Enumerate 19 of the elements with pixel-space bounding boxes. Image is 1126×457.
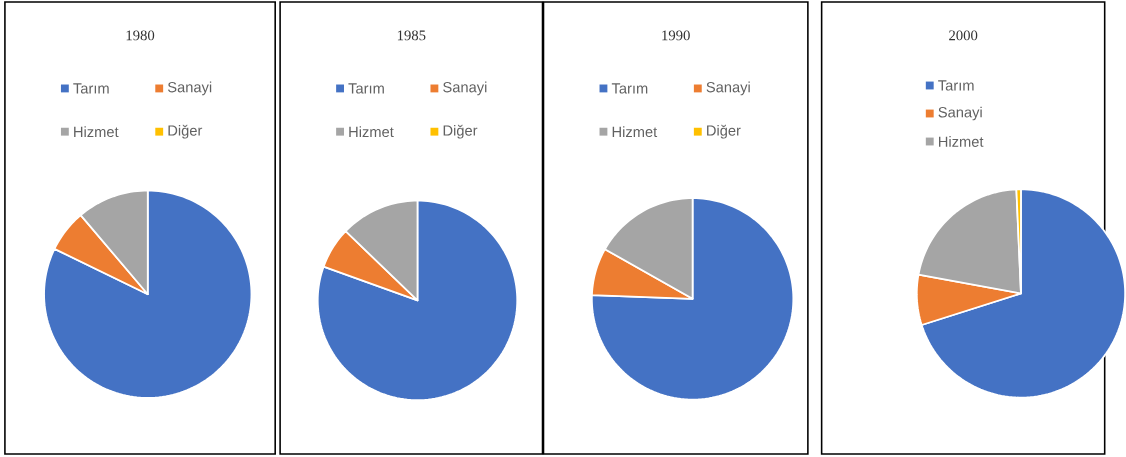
chart-title: 1985 [397,30,426,41]
legend-label: Hizmet [939,136,984,147]
legend-label: Sanayi [706,81,750,96]
legend-label: Sanayi [167,81,212,96]
legend-label: Hizmet [612,126,658,138]
legend-label: Hizmet [349,126,394,138]
legend-label: Hizmet [74,126,119,138]
legend-label: Tarım [73,83,109,94]
legend-label: Sanayi [443,81,487,96]
chart-title: 2000 [949,30,978,41]
legend-label: Tarım [348,83,384,94]
legend-label: Diğer [707,124,741,139]
chart-title: 1990 [662,30,690,41]
legend-label: Tarım [938,80,974,91]
chart-title: 1980 [126,30,155,41]
legend-label: Tarım [611,83,648,94]
legend-label: Diğer [443,124,478,139]
legend-label: Sanayi [938,106,982,121]
legend-label: Diğer [168,124,203,139]
